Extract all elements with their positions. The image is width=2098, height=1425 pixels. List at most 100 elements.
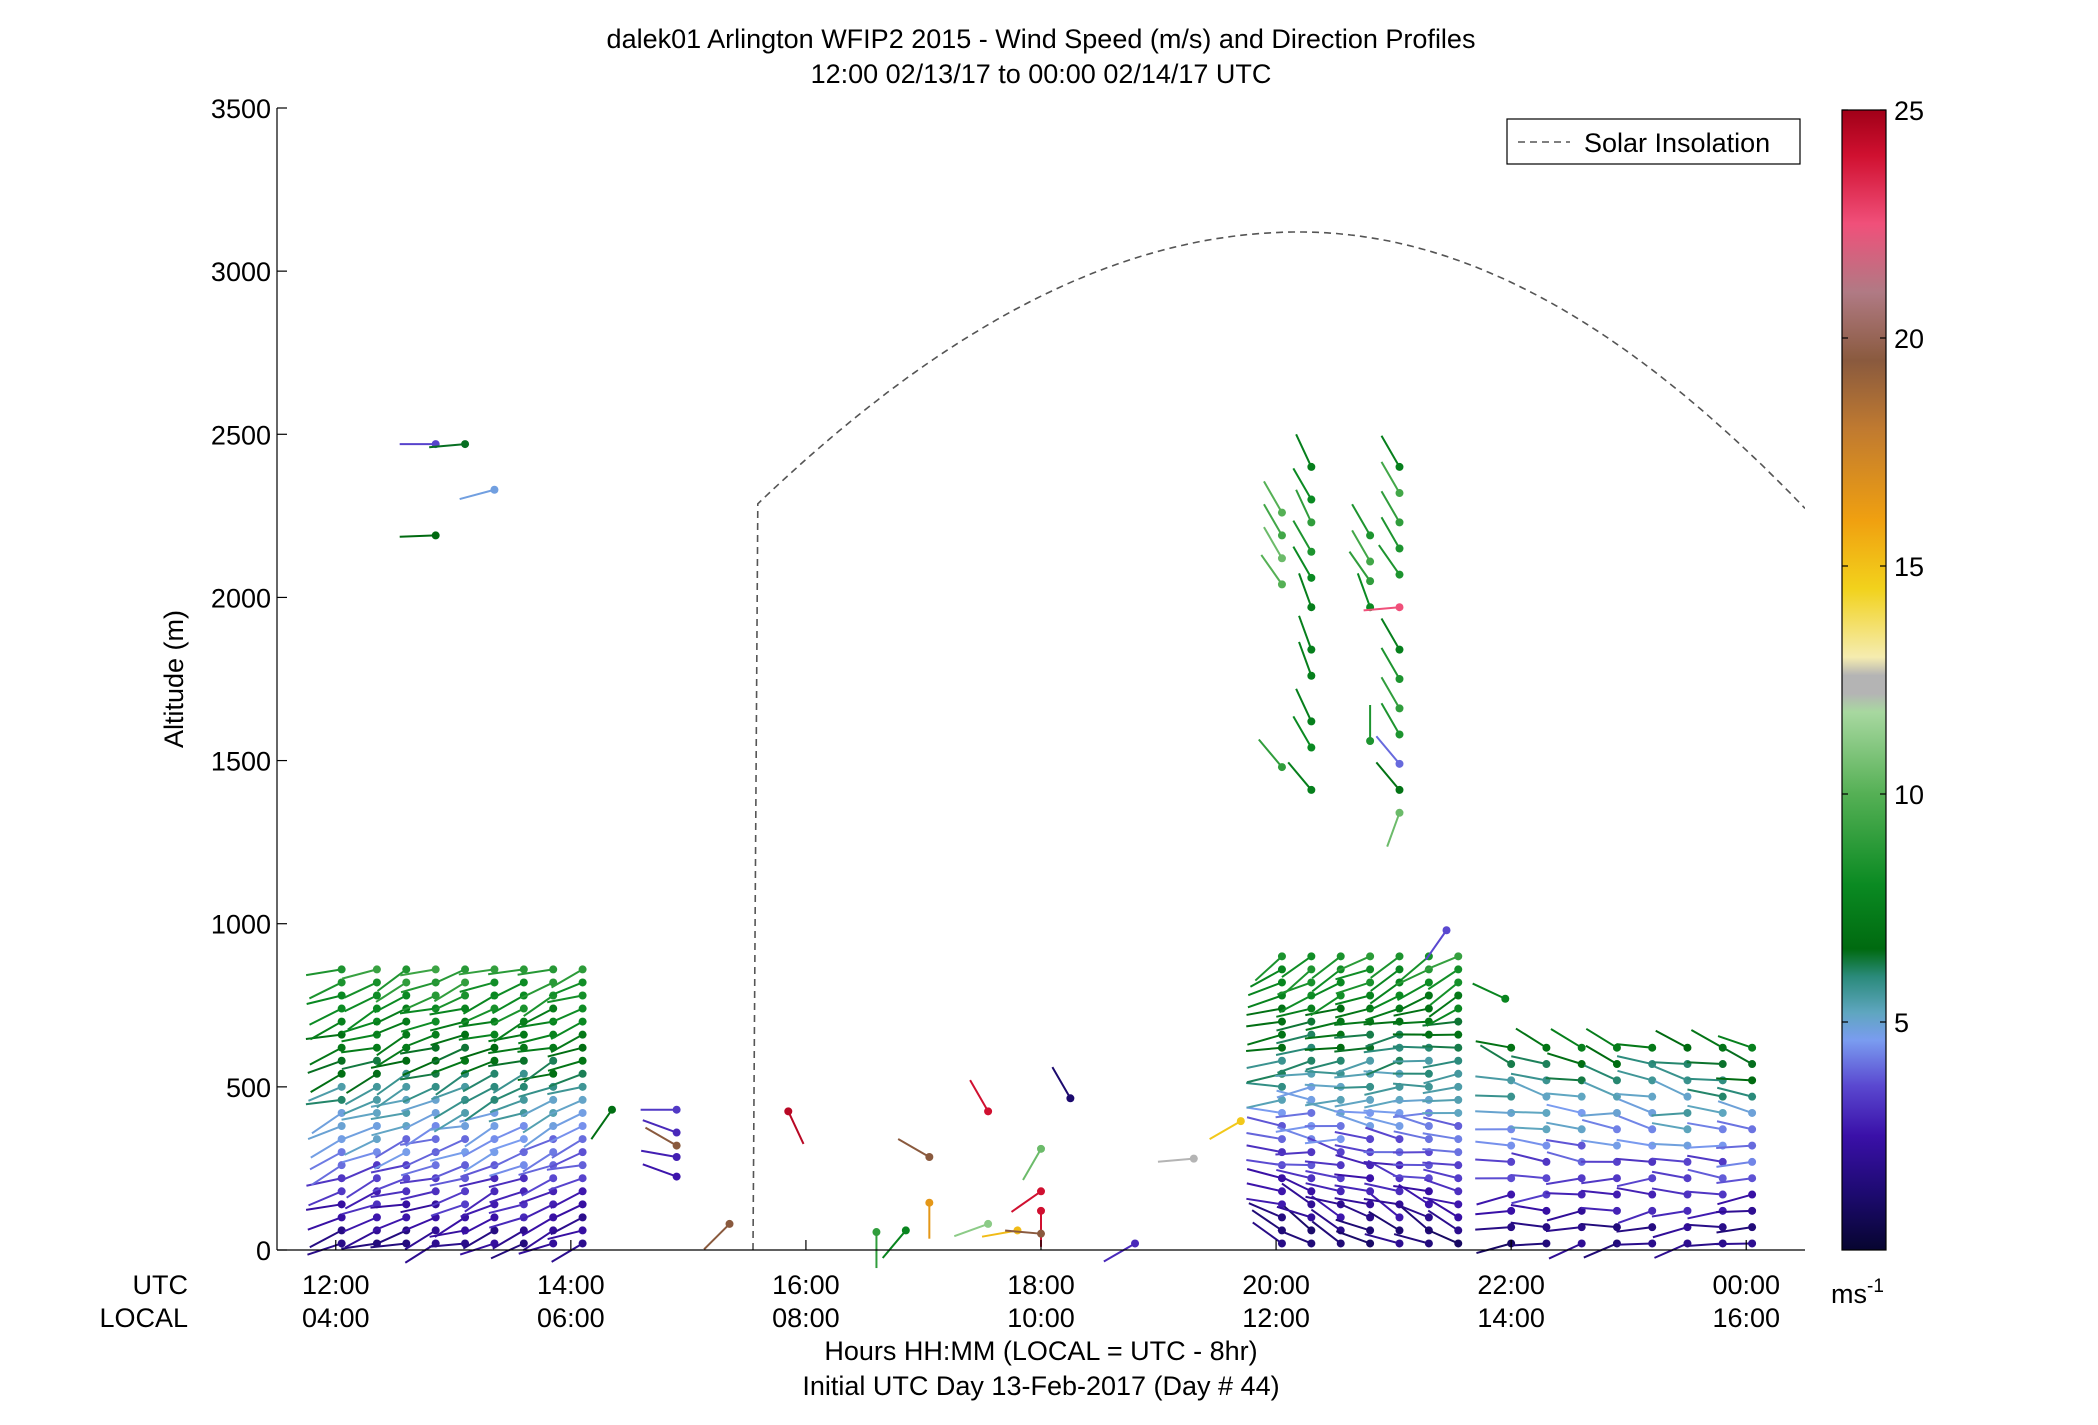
wind-barb-point: [578, 1069, 587, 1078]
wind-barb-point: [1366, 1239, 1375, 1248]
wind-barb-point: [1336, 1213, 1345, 1222]
colorbar-tick-label: 15: [1894, 552, 1924, 582]
wind-barb-point: [1683, 1125, 1692, 1134]
wind-barb-point: [1395, 952, 1404, 961]
utc-row-label: UTC: [133, 1270, 189, 1300]
wind-barb-point: [1395, 704, 1404, 713]
wind-barb-point: [490, 1187, 499, 1196]
wind-barb-staff: [1336, 1201, 1371, 1219]
wind-barb-staff: [342, 1125, 378, 1140]
wind-barb-point: [1366, 952, 1375, 961]
wind-barb-point: [1366, 1095, 1375, 1104]
wind-barb-staff: [431, 1138, 466, 1156]
wind-barb-point: [1336, 1004, 1345, 1013]
wind-barb-staff: [488, 1046, 524, 1055]
wind-barb-staff: [1380, 647, 1401, 680]
wind-barb-point: [1718, 1157, 1727, 1166]
wind-barb-staff: [520, 1099, 554, 1118]
wind-barb-staff: [402, 1151, 437, 1169]
wind-barb-staff: [787, 1110, 805, 1145]
wind-barb-point: [1366, 1213, 1375, 1222]
wind-barb-staff: [1370, 968, 1401, 992]
wind-barb-point: [372, 978, 381, 987]
wind-barb-staff: [1546, 1103, 1582, 1114]
wind-barb-staff: [463, 1151, 495, 1173]
wind-barb-staff: [1380, 702, 1401, 735]
wind-barb-point: [1454, 1148, 1463, 1157]
wind-barb-staff: [342, 1151, 378, 1164]
wind-barb-staff: [1304, 1033, 1341, 1040]
wind-barb-point: [1037, 1144, 1045, 1153]
wind-barb-point: [402, 1200, 411, 1209]
x-tick-label-local: 04:00: [302, 1303, 370, 1333]
wind-barb-staff: [1277, 1126, 1312, 1141]
wind-barb-point: [1307, 1017, 1316, 1026]
y-tick-label: 500: [226, 1073, 271, 1103]
wind-barb-staff: [370, 1203, 407, 1209]
wind-barb-point: [461, 978, 470, 987]
wind-barb-point: [1748, 1076, 1757, 1085]
wind-barb-point: [1454, 1030, 1463, 1039]
wind-barb-staff: [1335, 1059, 1371, 1074]
wind-barb-point: [1612, 1060, 1621, 1069]
wind-barb-staff: [493, 1020, 525, 1043]
wind-barb-staff: [433, 1112, 466, 1133]
wind-barb-point: [1336, 952, 1345, 961]
wind-barb-staff: [1717, 1100, 1753, 1114]
wind-barb-staff: [551, 1138, 584, 1159]
wind-barb-point: [1336, 1135, 1345, 1144]
wind-barb-staff: [399, 1072, 436, 1081]
wind-barb-point: [1307, 785, 1316, 794]
wind-barb-staff: [305, 968, 342, 977]
wind-barb-staff: [464, 1125, 496, 1148]
wind-barb-staff: [460, 1059, 495, 1075]
wind-barb-staff: [1397, 981, 1430, 1001]
wind-barb-point: [490, 485, 499, 494]
wind-barb-point: [372, 1056, 381, 1065]
wind-barb-staff: [1366, 994, 1400, 1013]
wind-barb-staff: [492, 1072, 525, 1094]
wind-barb-point: [1454, 978, 1463, 987]
wind-barb-staff: [1546, 1151, 1582, 1163]
wind-barb-point: [402, 1056, 411, 1065]
wind-barb-point: [549, 1148, 558, 1157]
wind-barb-staff: [1686, 1077, 1723, 1082]
wind-barb-staff: [372, 1177, 407, 1193]
wind-barb-staff: [1428, 994, 1459, 1018]
wind-barb-point: [431, 531, 440, 540]
wind-barb-point: [1454, 1135, 1463, 1144]
wind-barb-point: [1307, 1226, 1316, 1235]
wind-barb-staff: [1510, 1126, 1547, 1131]
wind-barb-point: [1542, 1157, 1551, 1166]
wind-barb-staff: [1686, 1061, 1723, 1066]
wind-barb-staff: [344, 1229, 378, 1249]
wind-barb-point: [337, 991, 346, 1000]
wind-barb-staff: [341, 1111, 378, 1121]
wind-barb-point: [1366, 1135, 1375, 1144]
wind-barb-staff: [458, 968, 495, 976]
wind-barb-staff: [341, 1033, 378, 1043]
wind-barb-staff: [523, 994, 554, 1017]
wind-barb-staff: [1335, 1230, 1371, 1245]
x-tick-label-utc: 14:00: [537, 1270, 605, 1300]
wind-barb-staff: [400, 1046, 436, 1055]
wind-barb-staff: [1583, 1081, 1618, 1098]
wind-barb-staff: [1422, 1196, 1459, 1206]
wind-barb-staff: [402, 1216, 437, 1233]
wind-barb-staff: [1653, 1065, 1688, 1082]
wind-barb-point: [1366, 1174, 1375, 1183]
wind-barb-point: [578, 1174, 587, 1183]
x-tick-label-local: 10:00: [1007, 1303, 1075, 1333]
wind-barb-point: [519, 1095, 528, 1104]
wind-barb-point: [1507, 1092, 1516, 1101]
wind-barb-staff: [307, 1059, 342, 1074]
wind-barb-point: [519, 1174, 528, 1183]
wind-barb-point: [1424, 978, 1433, 987]
wind-barb-point: [1366, 1030, 1375, 1039]
colorbar-tick-label: 20: [1894, 324, 1924, 354]
y-axis-label: Altitude (m): [159, 610, 189, 748]
wind-barb-staff: [1281, 1182, 1312, 1206]
wind-barb-point: [1454, 1187, 1463, 1196]
wind-barb-point: [1307, 1239, 1316, 1248]
wind-barb-staff: [549, 1112, 584, 1130]
